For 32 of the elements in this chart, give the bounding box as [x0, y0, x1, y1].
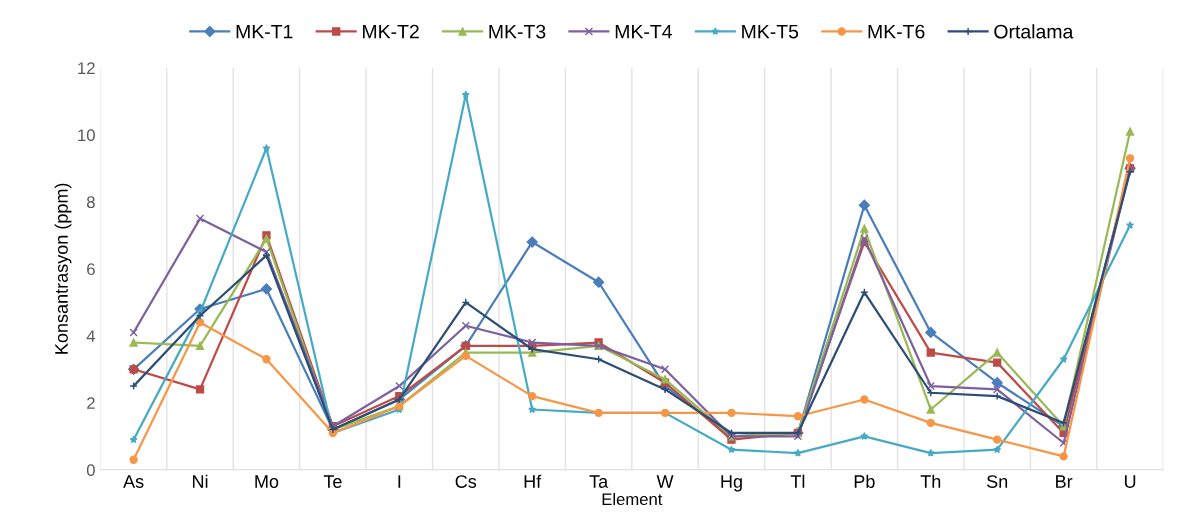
x-tick-label: Tl — [790, 474, 805, 488]
legend-label: MK-T1 — [236, 24, 293, 39]
x-tick-label: Sn — [986, 475, 1008, 488]
legend-label: MK-T4 — [615, 24, 672, 39]
x-tick-label: W — [656, 475, 674, 488]
legend-label: MK-T5 — [742, 24, 799, 39]
y-tick-label: 0 — [86, 464, 95, 476]
x-tick-label: Th — [920, 474, 941, 488]
x-axis-title: Element — [602, 492, 663, 506]
x-tick-label: Cs — [455, 475, 477, 488]
y-tick-label: 12 — [78, 62, 95, 74]
x-tick-label: Ni — [192, 474, 208, 488]
y-axis-title: Konsantrasyon (ppm) — [54, 183, 72, 354]
y-tick-label: 8 — [86, 196, 95, 209]
x-tick-label: As — [123, 475, 144, 488]
legend-label: Ortalama — [994, 24, 1074, 39]
x-tick-label: Te — [323, 475, 342, 488]
x-tick-label: Ta — [589, 475, 609, 488]
y-tick-label: 10 — [78, 129, 95, 142]
legend-label: MK-T3 — [489, 24, 546, 39]
x-tick-label: Pb — [854, 474, 875, 488]
x-tick-label: Hg — [721, 475, 742, 492]
x-tick-label: I — [398, 475, 401, 488]
x-tick-label: Br — [1056, 475, 1073, 488]
y-tick-label: 2 — [87, 397, 95, 409]
x-tick-label: U — [1124, 475, 1136, 488]
legend-label: MK-T6 — [868, 24, 925, 39]
legend-label: MK-T2 — [363, 24, 419, 39]
x-tick-label: Mo — [255, 475, 279, 488]
x-tick-label: Hf — [524, 474, 542, 488]
y-tick-label: 6 — [87, 263, 95, 276]
y-tick-label: 4 — [86, 330, 96, 342]
